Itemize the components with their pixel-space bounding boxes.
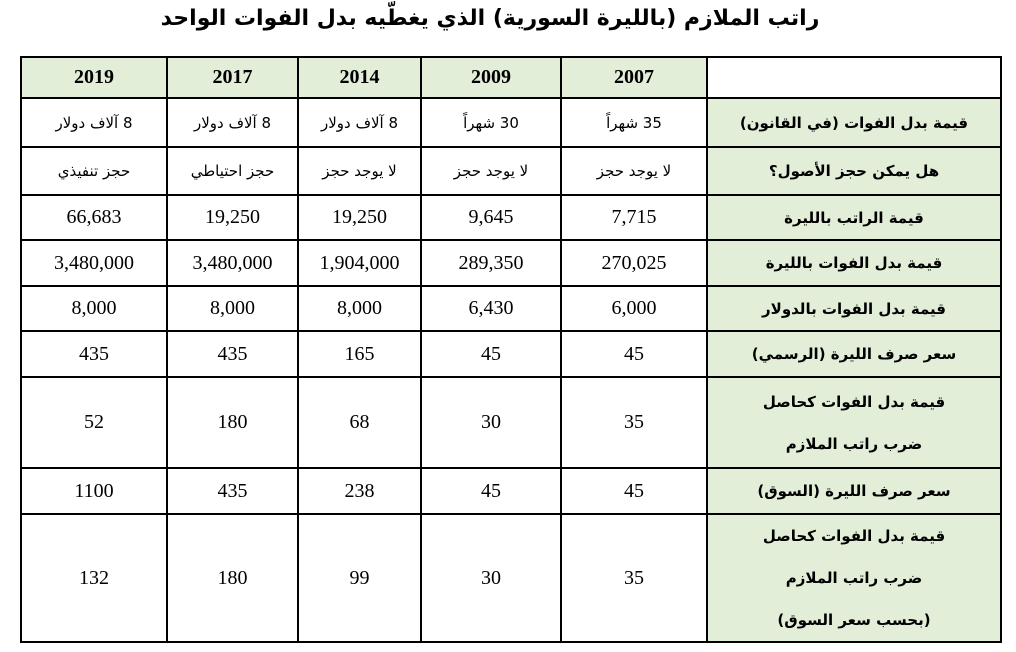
value-cell: 30: [420, 513, 562, 643]
corner-cell: [706, 56, 1002, 99]
row-label-line: قيمة بدل الفوات بالدولار: [762, 299, 946, 318]
value-cell: 238: [297, 467, 422, 515]
value-cell: 35 شهراً: [560, 97, 708, 148]
page-title: راتب الملازم (بالليرة السورية) الذي يغطّ…: [160, 6, 820, 31]
value-cell: 35: [560, 513, 708, 643]
value-cell: 3,480,000: [20, 239, 168, 287]
value-cell: 35: [560, 376, 708, 469]
value-cell: 8,000: [297, 285, 422, 332]
value-cell: 6,000: [560, 285, 708, 332]
value-cell: 1100: [20, 467, 168, 515]
row-label-line: قيمة بدل الفوات بالليرة: [765, 254, 943, 272]
table-row: قيمة بدل الفوات كحاصل ضرب راتب الملازم (بح…: [20, 513, 1002, 643]
table-row: قيمة بدل الفوات بالليرة 270,025 289,350 1,9…: [20, 239, 1002, 287]
value-cell: 435: [166, 330, 299, 378]
row-label: قيمة بدل الفوات بالليرة: [706, 239, 1002, 287]
value-cell: 435: [166, 467, 299, 515]
value-cell: حجز احتياطي: [166, 146, 299, 196]
value-cell: 45: [560, 330, 708, 378]
value-cell: 30: [420, 376, 562, 469]
table-row: سعر صرف الليرة (الرسمي) 45 45 165 435 435: [20, 330, 1002, 378]
value-cell: 19,250: [166, 194, 299, 241]
value-cell: 180: [166, 376, 299, 469]
value-cell: 30 شهراً: [420, 97, 562, 148]
value-cell: 132: [20, 513, 168, 643]
value-cell: 8,000: [20, 285, 168, 332]
value-cell: 9,645: [420, 194, 562, 241]
value-cell: 68: [297, 376, 422, 469]
year-header: 2014: [297, 56, 422, 99]
value-cell: 7,715: [560, 194, 708, 241]
row-label: سعر صرف الليرة (السوق): [706, 467, 1002, 515]
value-cell: 6,430: [420, 285, 562, 332]
value-cell: لا يوجد حجز: [560, 146, 708, 196]
value-cell: 8,000: [166, 285, 299, 332]
year-header: 2017: [166, 56, 299, 99]
row-label-line: (بحسب سعر السوق): [777, 611, 931, 629]
row-label: هل يمكن حجز الأصول؟: [706, 146, 1002, 196]
row-label: قيمة بدل الفوات بالدولار: [706, 285, 1002, 332]
year-header: 2009: [420, 56, 562, 99]
value-cell: 270,025: [560, 239, 708, 287]
row-label: قيمة بدل الفوات كحاصل ضرب راتب الملازم (بح…: [706, 513, 1002, 643]
value-cell: 99: [297, 513, 422, 643]
table-row: قيمة بدل الفوات كحاصل ضرب راتب الملازم 35 3…: [20, 376, 1002, 469]
value-cell: 289,350: [420, 239, 562, 287]
table-row: هل يمكن حجز الأصول؟ لا يوجد حجز لا يوجد حج…: [20, 146, 1002, 196]
value-cell: 3,480,000: [166, 239, 299, 287]
value-cell: 435: [20, 330, 168, 378]
row-label-line: سعر صرف الليرة (الرسمي): [751, 345, 957, 363]
value-cell: 1,904,000: [297, 239, 422, 287]
value-cell: 52: [20, 376, 168, 469]
value-cell: 45: [560, 467, 708, 515]
row-label-line: قيمة بدل الفوات (في القانون): [739, 113, 969, 132]
data-table: 2007 2009 2014 2017 2019 قيمة بدل الفوات…: [20, 56, 1002, 643]
table-row: قيمة الراتب بالليرة 7,715 9,645 19,250 19,25…: [20, 194, 1002, 241]
value-cell: 8 آلاف دولار: [297, 97, 422, 148]
table-row: قيمة بدل الفوات بالدولار 6,000 6,430 8,000 8…: [20, 285, 1002, 332]
row-label-line: ضرب راتب الملازم: [785, 434, 923, 453]
header-row: 2007 2009 2014 2017 2019: [20, 56, 1002, 99]
row-label-line: قيمة بدل الفوات كحاصل: [762, 392, 946, 411]
row-label-line: قيمة بدل الفوات كحاصل: [762, 527, 946, 545]
row-label: قيمة بدل الفوات (في القانون): [706, 97, 1002, 148]
row-label-line: قيمة الراتب بالليرة: [784, 208, 924, 227]
row-label: سعر صرف الليرة (الرسمي): [706, 330, 1002, 378]
value-cell: 8 آلاف دولار: [20, 97, 168, 148]
value-cell: 180: [166, 513, 299, 643]
value-cell: 8 آلاف دولار: [166, 97, 299, 148]
value-cell: 66,683: [20, 194, 168, 241]
table-row: قيمة بدل الفوات (في القانون) 35 شهراً 30 ش…: [20, 97, 1002, 148]
year-header: 2007: [560, 56, 708, 99]
year-header: 2019: [20, 56, 168, 99]
row-label-line: هل يمكن حجز الأصول؟: [768, 162, 940, 180]
value-cell: لا يوجد حجز: [420, 146, 562, 196]
row-label-line: ضرب راتب الملازم: [785, 569, 923, 587]
row-label: قيمة بدل الفوات كحاصل ضرب راتب الملازم: [706, 376, 1002, 469]
table-row: سعر صرف الليرة (السوق) 45 45 238 435 1100: [20, 467, 1002, 515]
value-cell: 19,250: [297, 194, 422, 241]
row-label-line: سعر صرف الليرة (السوق): [757, 482, 951, 500]
value-cell: لا يوجد حجز: [297, 146, 422, 196]
value-cell: حجز تنفيذي: [20, 146, 168, 196]
row-label: قيمة الراتب بالليرة: [706, 194, 1002, 241]
value-cell: 165: [297, 330, 422, 378]
value-cell: 45: [420, 467, 562, 515]
value-cell: 45: [420, 330, 562, 378]
